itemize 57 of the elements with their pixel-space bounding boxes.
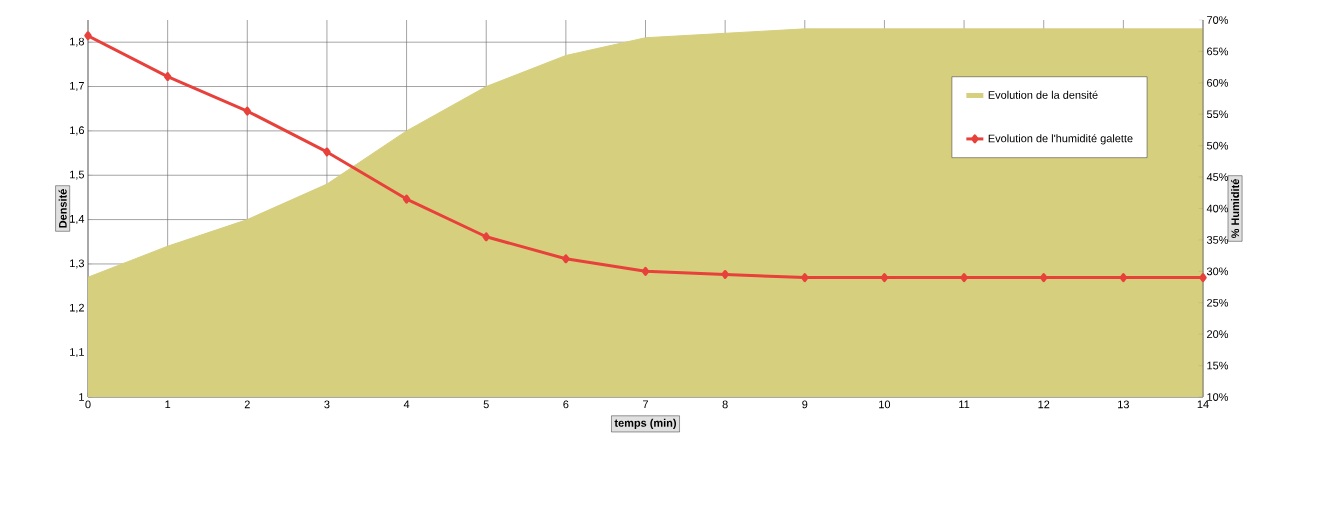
point bbox=[243, 106, 252, 116]
y2-tick-label: 25% bbox=[1207, 298, 1229, 307]
y2-tick-label: 60% bbox=[1207, 78, 1229, 87]
y2-axis-title: % Humidité bbox=[1230, 179, 1240, 239]
x-tick-label: 5 bbox=[483, 400, 489, 409]
point bbox=[402, 194, 411, 204]
legend-label: Evolution de la densité bbox=[988, 90, 1098, 99]
point bbox=[960, 273, 968, 283]
y2-tick-label: 10% bbox=[1207, 393, 1229, 401]
y2-tick-label: 50% bbox=[1206, 141, 1229, 150]
x-tick-label: 3 bbox=[324, 400, 330, 409]
point bbox=[1039, 273, 1048, 283]
y2-tick-label: 45% bbox=[1206, 173, 1229, 181]
x-tick-label: 6 bbox=[563, 400, 569, 409]
x-tick-label: 9 bbox=[802, 400, 808, 409]
x-tick-label: 4 bbox=[403, 400, 410, 409]
y-axis-title: Densité bbox=[58, 189, 67, 228]
y-tick-label: 1,4 bbox=[70, 215, 85, 225]
y2-tick-label: 35% bbox=[1206, 236, 1229, 244]
y-tick-label: 1,6 bbox=[70, 126, 84, 136]
point bbox=[880, 273, 889, 283]
point bbox=[84, 31, 92, 41]
x-tick-label: 0 bbox=[85, 400, 91, 409]
point bbox=[641, 266, 650, 276]
point bbox=[163, 72, 172, 82]
x-axis-title: temps (min) bbox=[614, 418, 676, 429]
x-tick-label: 11 bbox=[959, 400, 970, 409]
point bbox=[482, 232, 490, 242]
x-tick-label: 7 bbox=[643, 400, 648, 409]
y-tick-label: 1 bbox=[79, 393, 84, 401]
y2-tick-label: 30% bbox=[1206, 267, 1229, 276]
y-tick-label: 1,1 bbox=[70, 348, 84, 358]
y-tick-label: 1,2 bbox=[70, 303, 84, 313]
y2-tick-label: 55% bbox=[1206, 110, 1229, 119]
y2-tick-label: 15% bbox=[1207, 361, 1229, 370]
point bbox=[562, 254, 570, 264]
x-tick-label: 13 bbox=[1118, 400, 1129, 409]
x-tick-label: 2 bbox=[244, 400, 250, 409]
y-tick-label: 1,3 bbox=[70, 259, 84, 269]
y-tick-label: 1,8 bbox=[70, 37, 84, 47]
point bbox=[801, 273, 809, 283]
point bbox=[1119, 273, 1128, 283]
x-tick-label: 8 bbox=[722, 400, 728, 409]
x-tick-label: 1 bbox=[165, 400, 171, 409]
x-tick-label: 14 bbox=[1197, 400, 1209, 409]
point bbox=[323, 147, 331, 157]
legend-label: Evolution de l'humidité galette bbox=[988, 134, 1133, 145]
point bbox=[1199, 273, 1207, 283]
x-tick-label: 10 bbox=[879, 400, 891, 409]
y2-tick-label: 40% bbox=[1206, 204, 1229, 213]
y2-tick-label: 20% bbox=[1207, 330, 1229, 339]
y-tick-label: 1,5 bbox=[70, 170, 85, 180]
x-tick-label: 12 bbox=[1038, 400, 1050, 409]
point bbox=[721, 269, 729, 279]
y2-tick-label: 70% bbox=[1207, 16, 1229, 24]
y2-tick-label: 65% bbox=[1207, 47, 1229, 56]
y-tick-label: 1,7 bbox=[70, 82, 84, 91]
